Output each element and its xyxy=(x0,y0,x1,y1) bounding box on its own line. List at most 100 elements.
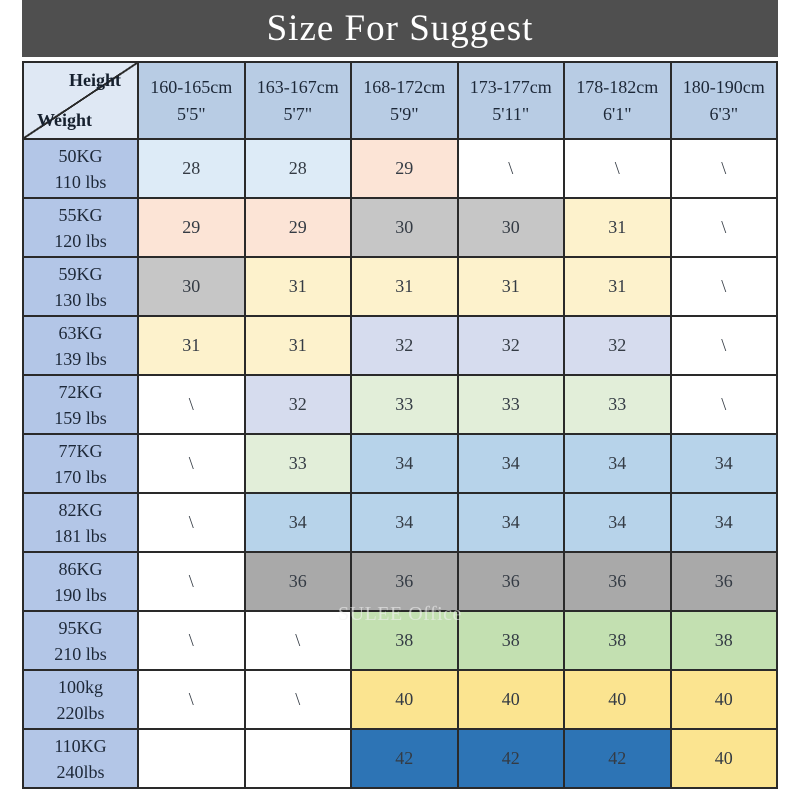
size-cell: 42 xyxy=(563,728,672,789)
size-cell: 34 xyxy=(563,433,672,494)
size-cell: 40 xyxy=(350,669,459,730)
corner-header-cell: Height Weight xyxy=(22,61,139,140)
corner-height-label: Height xyxy=(69,70,121,90)
size-cell: 36 xyxy=(563,551,672,612)
size-cell: 34 xyxy=(456,433,565,494)
column-header: 160-165cm 5'5" xyxy=(137,61,246,140)
table-row: 95KG 210 lbs \ \ 38 38 38 38 xyxy=(22,610,778,671)
column-header: 180-190cm 6'3" xyxy=(669,61,778,140)
row-header: 100kg 220lbs xyxy=(22,669,139,730)
size-cell: 38 xyxy=(669,610,778,671)
size-cell: 31 xyxy=(350,256,459,317)
size-cell: \ xyxy=(137,669,246,730)
size-cell: 42 xyxy=(350,728,459,789)
size-cell: 30 xyxy=(350,197,459,258)
size-cell: 40 xyxy=(456,669,565,730)
row-header: 95KG 210 lbs xyxy=(22,610,139,671)
row-header: 55KG 120 lbs xyxy=(22,197,139,258)
size-cell: 33 xyxy=(563,374,672,435)
column-header: 168-172cm 5'9" xyxy=(350,61,459,140)
size-cell: 29 xyxy=(137,197,246,258)
size-cell: \ xyxy=(669,315,778,376)
size-cell: \ xyxy=(669,138,778,199)
size-cell: \ xyxy=(137,610,246,671)
size-cell: 36 xyxy=(669,551,778,612)
size-cell: 31 xyxy=(137,315,246,376)
size-cell: 34 xyxy=(669,492,778,553)
table-row: 59KG 130 lbs 30 31 31 31 31 \ xyxy=(22,256,778,317)
size-cell: 33 xyxy=(456,374,565,435)
table-row: 100kg 220lbs \ \ 40 40 40 40 xyxy=(22,669,778,730)
size-cell: 34 xyxy=(350,433,459,494)
size-cell: \ xyxy=(137,433,246,494)
size-cell: 33 xyxy=(243,433,352,494)
table-row: 72KG 159 lbs \ 32 33 33 33 \ xyxy=(22,374,778,435)
size-cell: 38 xyxy=(456,610,565,671)
size-cell: \ xyxy=(669,197,778,258)
size-cell: \ xyxy=(669,374,778,435)
size-cell: \ xyxy=(137,492,246,553)
column-header: 173-177cm 5'11" xyxy=(456,61,565,140)
size-cell: 32 xyxy=(350,315,459,376)
size-cell: 36 xyxy=(243,551,352,612)
size-cell: 31 xyxy=(563,197,672,258)
size-cell: 40 xyxy=(563,669,672,730)
size-cell: 34 xyxy=(563,492,672,553)
size-cell: 32 xyxy=(243,374,352,435)
column-header: 163-167cm 5'7" xyxy=(243,61,352,140)
size-cell: 40 xyxy=(669,728,778,789)
corner-weight-label: Weight xyxy=(37,110,93,130)
size-cell: 36 xyxy=(350,551,459,612)
size-cell: \ xyxy=(563,138,672,199)
table-row: 82KG 181 lbs \ 34 34 34 34 34 xyxy=(22,492,778,553)
row-header: 86KG 190 lbs xyxy=(22,551,139,612)
size-cell: 30 xyxy=(137,256,246,317)
size-cell: 30 xyxy=(456,197,565,258)
size-cell: 31 xyxy=(243,315,352,376)
size-cell: 28 xyxy=(243,138,352,199)
row-header: 77KG 170 lbs xyxy=(22,433,139,494)
size-cell: 33 xyxy=(350,374,459,435)
size-cell: 34 xyxy=(456,492,565,553)
size-cell: \ xyxy=(243,610,352,671)
size-cell: 38 xyxy=(350,610,459,671)
table-row: 50KG 110 lbs 28 28 29 \ \ \ xyxy=(22,138,778,199)
size-cell: 31 xyxy=(243,256,352,317)
row-header: 50KG 110 lbs xyxy=(22,138,139,199)
size-cell: 36 xyxy=(456,551,565,612)
size-cell: \ xyxy=(137,374,246,435)
table-row: 110KG 240lbs 42 42 42 40 xyxy=(22,728,778,789)
row-header: 72KG 159 lbs xyxy=(22,374,139,435)
size-cell: 32 xyxy=(563,315,672,376)
size-cell: 42 xyxy=(456,728,565,789)
size-cell: 28 xyxy=(137,138,246,199)
size-cell: 32 xyxy=(456,315,565,376)
row-header: 59KG 130 lbs xyxy=(22,256,139,317)
size-cell: \ xyxy=(669,256,778,317)
size-cell: 34 xyxy=(669,433,778,494)
table-row: 86KG 190 lbs \ 36 36 36 36 36 xyxy=(22,551,778,612)
size-cell: \ xyxy=(456,138,565,199)
header-row: Height Weight 160-165cm 5'5" 163-167cm 5… xyxy=(22,61,778,140)
row-header: 110KG 240lbs xyxy=(22,728,139,789)
size-cell: 38 xyxy=(563,610,672,671)
table-row: 77KG 170 lbs \ 33 34 34 34 34 xyxy=(22,433,778,494)
table-row: 55KG 120 lbs 29 29 30 30 31 \ xyxy=(22,197,778,258)
size-cell: 34 xyxy=(243,492,352,553)
size-cell: \ xyxy=(243,669,352,730)
size-cell: 29 xyxy=(243,197,352,258)
size-cell: 29 xyxy=(350,138,459,199)
row-header: 82KG 181 lbs xyxy=(22,492,139,553)
title-banner: Size For Suggest xyxy=(22,0,778,57)
row-header: 63KG 139 lbs xyxy=(22,315,139,376)
size-cell: \ xyxy=(137,551,246,612)
table-row: 63KG 139 lbs 31 31 32 32 32 \ xyxy=(22,315,778,376)
column-header: 178-182cm 6'1" xyxy=(563,61,672,140)
size-cell: 34 xyxy=(350,492,459,553)
size-chart-table: Height Weight 160-165cm 5'5" 163-167cm 5… xyxy=(22,61,778,789)
size-cell: 31 xyxy=(563,256,672,317)
size-cell xyxy=(243,728,352,789)
size-cell: 31 xyxy=(456,256,565,317)
size-cell xyxy=(137,728,246,789)
